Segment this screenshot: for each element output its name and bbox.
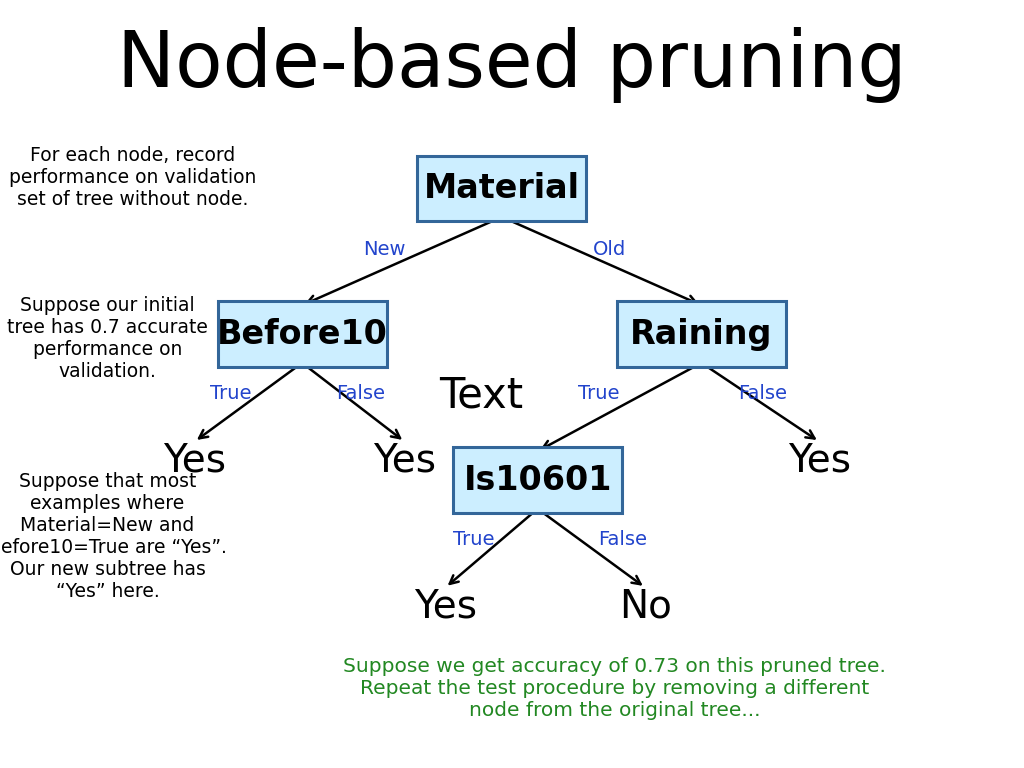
FancyBboxPatch shape	[217, 302, 386, 367]
Text: New: New	[362, 240, 406, 259]
Text: True: True	[210, 385, 251, 403]
Text: Text: Text	[439, 375, 523, 416]
Text: Node-based pruning: Node-based pruning	[117, 27, 907, 103]
Text: False: False	[738, 385, 787, 403]
Text: False: False	[336, 385, 385, 403]
Text: Old: Old	[593, 240, 626, 259]
FancyBboxPatch shape	[616, 302, 786, 367]
Text: True: True	[579, 385, 620, 403]
Text: Raining: Raining	[630, 318, 773, 350]
Text: True: True	[454, 530, 495, 548]
Text: Material: Material	[424, 172, 580, 204]
Text: No: No	[618, 588, 672, 626]
Text: Yes: Yes	[414, 588, 477, 626]
FancyBboxPatch shape	[453, 447, 623, 513]
Text: Suppose our initial
tree has 0.7 accurate
performance on
validation.: Suppose our initial tree has 0.7 accurat…	[7, 296, 208, 381]
Text: Is10601: Is10601	[464, 464, 611, 496]
Text: Yes: Yes	[787, 442, 851, 480]
Text: Before10: Before10	[217, 318, 387, 350]
FancyBboxPatch shape	[418, 155, 586, 221]
Text: Yes: Yes	[163, 442, 226, 480]
Text: False: False	[598, 530, 647, 548]
Text: Suppose we get accuracy of 0.73 on this pruned tree.
Repeat the test procedure b: Suppose we get accuracy of 0.73 on this …	[343, 657, 886, 720]
Text: Suppose that most
examples where
Material=New and
Before10=True are “Yes”.
Our n: Suppose that most examples where Materia…	[0, 472, 227, 601]
Text: Yes: Yes	[373, 442, 436, 480]
Text: For each node, record
performance on validation
set of tree without node.: For each node, record performance on val…	[9, 146, 257, 209]
